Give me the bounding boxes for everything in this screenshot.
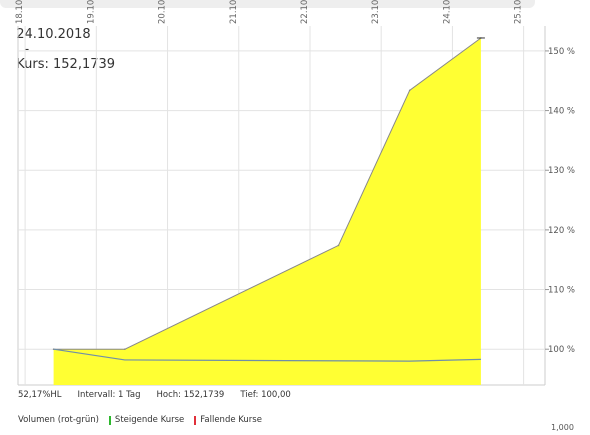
y-tick-label: 150 % bbox=[548, 47, 575, 57]
x-tick-label: 22.10. bbox=[300, 0, 310, 24]
benchmark-line bbox=[53, 348, 481, 362]
volume-label: Volumen (rot-grün) bbox=[18, 415, 99, 425]
x-tick-label: 24.10. bbox=[442, 0, 452, 24]
legend-rising: Steigende Kurse bbox=[108, 415, 185, 425]
rising-swatch-icon bbox=[108, 415, 111, 425]
legend-falling-label: Fallende Kurse bbox=[200, 415, 262, 425]
low-value: Tief: 100,00 bbox=[240, 390, 291, 400]
interval-value: Intervall: 1 Tag bbox=[77, 390, 141, 400]
y-tick-label: 100 % bbox=[548, 345, 575, 355]
top-bar bbox=[0, 0, 535, 8]
header-kurs: Kurs: 152,1739 bbox=[16, 57, 116, 72]
x-tick-label: 21.10. bbox=[229, 0, 239, 24]
x-tick-label: 20.10. bbox=[158, 0, 168, 24]
x-axis-ticks: 18.10. 19.10. 20.10. 21.10. 22.10. 23.10. 24.1… bbox=[15, 0, 524, 24]
data-point bbox=[408, 89, 411, 92]
chart-header: 24.10.2018 - Kurs: 152,1739 bbox=[8, 12, 115, 72]
area-fill bbox=[53, 37, 481, 385]
hl-value: 52,17%HL bbox=[18, 390, 62, 400]
legend-falling: Fallende Kurse bbox=[194, 415, 262, 425]
falling-swatch-icon bbox=[194, 415, 197, 425]
data-point bbox=[124, 348, 126, 351]
volume-axis-tick: 1,000 bbox=[551, 423, 574, 432]
area-layer bbox=[52, 37, 485, 385]
y-tick-label: 110 % bbox=[548, 286, 575, 296]
x-tick-label: 18.10. bbox=[15, 0, 25, 24]
data-point bbox=[337, 244, 340, 247]
header-date: 24.10.2018 bbox=[16, 27, 91, 42]
header-separator: - bbox=[24, 42, 30, 57]
legend-rising-label: Steigende Kurse bbox=[114, 415, 185, 425]
x-tick-label: 25.10. bbox=[514, 0, 524, 24]
y-tick-label: 130 % bbox=[548, 166, 575, 176]
high-value: Hoch: 152,1739 bbox=[156, 390, 225, 400]
volume-legend: Volumen (rot-grün) Steigende Kurse Falle… bbox=[18, 415, 262, 425]
x-tick-label: 19.10. bbox=[86, 0, 96, 24]
y-axis-ticks: 100 % 110 % 120 % 130 % 140 % 150 % bbox=[548, 47, 575, 355]
y-tick-label: 120 % bbox=[548, 226, 575, 236]
info-row: 52,17%HL Intervall: 1 Tag Hoch: 152,1739… bbox=[18, 390, 291, 400]
y-tick-label: 140 % bbox=[548, 107, 575, 117]
x-tick-label: 23.10. bbox=[371, 0, 381, 24]
